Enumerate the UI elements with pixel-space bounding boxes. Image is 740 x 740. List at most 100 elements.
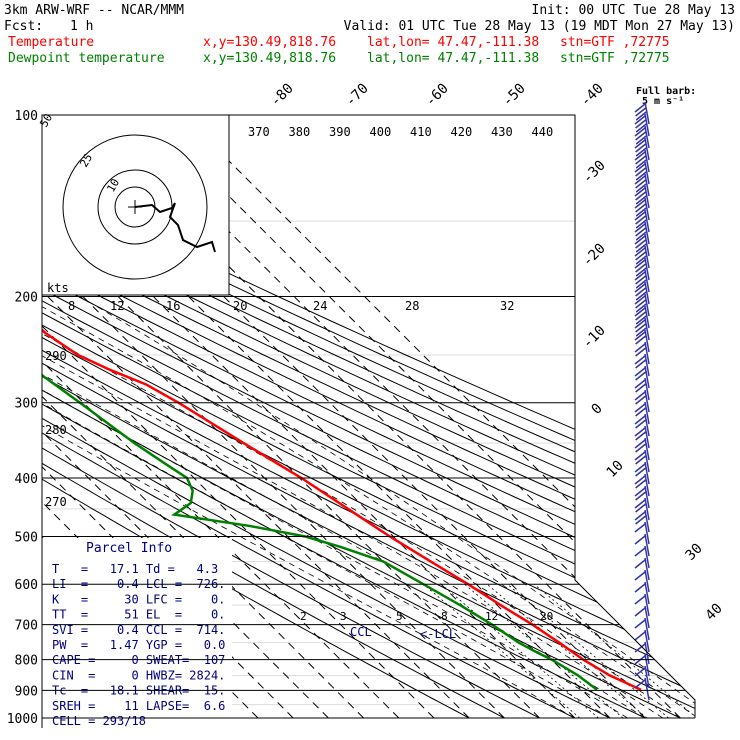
speed-label: 12 <box>110 299 124 313</box>
wind-barb-shaft <box>644 161 650 185</box>
wind-barb-flag <box>635 455 647 465</box>
wind-barb-flag <box>634 523 646 533</box>
hodograph-trace <box>134 202 216 253</box>
wind-barb-shaft <box>644 401 650 425</box>
wind-barb-flag <box>635 299 647 309</box>
dry-adiabat <box>42 115 695 719</box>
isotherm-label: -30 <box>580 158 609 187</box>
wind-barb-flag <box>634 331 646 341</box>
wind-barb-flag <box>635 383 647 393</box>
temperature-curve <box>42 115 642 691</box>
wind-barb-shaft <box>644 617 650 641</box>
isotherm <box>42 115 470 719</box>
wind-barb-flag <box>635 167 647 177</box>
wind-barb-flag <box>634 271 646 281</box>
isotherm <box>42 115 364 719</box>
wind-barb-shaft <box>644 197 650 221</box>
wind-barb-shaft <box>644 305 650 329</box>
pressure-label: 700 <box>15 619 38 634</box>
wind-barb-shaft <box>644 497 650 521</box>
pressure-label: 300 <box>15 397 38 412</box>
ccl-label: CCL <box>350 625 372 639</box>
wind-barb-flag <box>634 451 646 461</box>
wind-barb-flag <box>635 443 647 453</box>
wind-barb-flag <box>635 311 647 321</box>
wind-barb-shaft <box>644 113 650 137</box>
wind-barb-flag <box>635 195 647 205</box>
isotherm <box>42 115 540 719</box>
wind-barb-flag <box>635 419 647 429</box>
wind-barb-shaft <box>644 389 650 413</box>
wind-barb-flag <box>634 439 646 449</box>
wind-barb-flag <box>634 247 646 257</box>
wind-barb-shaft <box>644 413 650 437</box>
wind-barb-flag <box>634 403 646 413</box>
dry-adiabat <box>42 115 695 719</box>
wind-barb-flag <box>634 259 646 269</box>
wind-barb-shaft <box>644 677 650 701</box>
wind-barb-flag <box>635 327 647 337</box>
wind-barb-flag <box>634 463 646 473</box>
wind-barb-flag <box>634 211 646 221</box>
wind-barb-shaft <box>644 245 650 269</box>
dewpoint-stn: stn=GTF ,72775 <box>560 51 670 66</box>
theta-label: 290 <box>45 349 67 363</box>
wind-barb-flag <box>635 143 647 153</box>
dry-adiabat <box>42 115 695 719</box>
wind-barb-flag <box>634 643 646 653</box>
dewpoint-legend: Dewpoint temperature <box>8 51 165 66</box>
wind-barb-shaft <box>644 281 650 305</box>
moist-adiabat <box>42 296 611 719</box>
wind-barb-shaft <box>644 509 650 533</box>
wind-barb-shaft <box>644 353 650 377</box>
wind-barb-flag <box>635 147 647 157</box>
wind-barb-shaft <box>644 329 650 353</box>
theta-e-label: 440 <box>532 125 554 139</box>
wind-barb-shaft <box>644 665 650 689</box>
wind-barb-flag <box>635 255 647 265</box>
isotherm <box>42 115 611 719</box>
wind-barb-shaft <box>644 437 650 461</box>
wind-barb-flag <box>635 131 647 141</box>
wind-barb-flag <box>635 371 647 381</box>
parcel-info-box: Parcel Info T = 17.1 Td = 4.3LI = 0.4 LC… <box>42 538 232 730</box>
dry-adiabat <box>42 115 695 719</box>
mixing-ratio-label: 2 <box>300 610 307 623</box>
wind-barb-flag <box>634 163 646 173</box>
wind-barb-shaft <box>644 653 650 677</box>
wind-barb-shaft <box>644 101 650 125</box>
wind-barb-flag <box>634 499 646 509</box>
wind-barb-shaft <box>644 425 650 449</box>
wind-barb-flag <box>635 267 647 277</box>
wind-barb-flag <box>635 123 647 133</box>
wind-barb-flag <box>634 487 646 497</box>
wind-barb-shaft <box>644 641 650 665</box>
theta-e-label: 380 <box>289 125 311 139</box>
wind-barb-flag <box>635 303 647 313</box>
wind-barb-shaft <box>644 173 650 197</box>
wind-barb-shaft <box>644 341 650 365</box>
wind-barb-flag <box>635 279 647 289</box>
mixing-ratio-label: 20 <box>540 610 553 623</box>
wind-barb-shaft <box>644 209 650 233</box>
dewpoint-curve <box>42 115 598 691</box>
dewpoint-xy: x,y=130.49,818.76 <box>203 51 336 66</box>
speed-label: 8 <box>68 299 75 313</box>
fcst-value: 1 h <box>70 19 93 34</box>
wind-barb-flag <box>634 415 646 425</box>
isotherm-label: 0 <box>589 401 606 418</box>
temperature-legend: Temperature <box>8 35 94 50</box>
wind-barb-flag <box>634 427 646 437</box>
mixing-ratio-label: 3 <box>340 610 347 623</box>
wind-barb-flag <box>635 359 647 369</box>
hodograph-ring-label: 25 <box>77 152 95 170</box>
speed-label: 28 <box>405 299 419 313</box>
wind-barb-shaft <box>644 269 650 293</box>
wind-barb-flag <box>634 103 646 113</box>
dry-adiabat <box>42 115 695 719</box>
wind-barb-flag <box>635 227 647 237</box>
wind-barb-flag <box>635 335 647 345</box>
wind-barb-flag <box>635 323 647 333</box>
dry-adiabat <box>42 115 695 719</box>
isotherm-label: -50 <box>500 81 529 110</box>
